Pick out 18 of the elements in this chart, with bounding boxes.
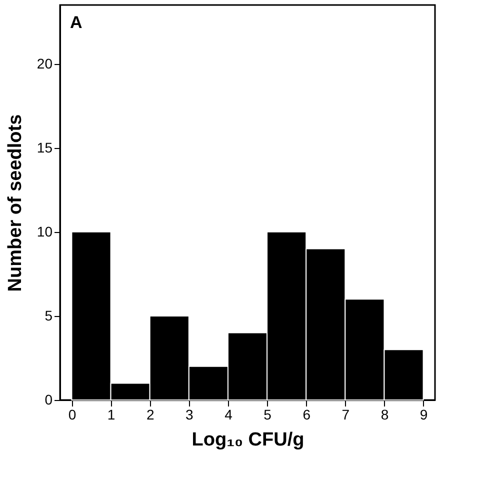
x-axis-title: Log₁₀ CFU/g [192, 430, 304, 450]
x-tick-label: 6 [302, 406, 311, 422]
y-tick-label: 20 [36, 55, 53, 72]
x-tick-label: 2 [146, 406, 154, 422]
x-tick-label: 8 [380, 406, 389, 422]
x-tick-label: 3 [186, 406, 194, 422]
x-tick-label: 1 [107, 406, 116, 422]
y-tick-label: 10 [36, 223, 53, 240]
x-tick-label: 4 [224, 406, 233, 422]
y-tick-label: 5 [44, 307, 53, 324]
x-tick-label: 5 [264, 406, 272, 422]
annotation: A [70, 13, 82, 32]
y-tick-label: 15 [36, 139, 53, 156]
x-tick-label: 7 [342, 406, 350, 422]
y-axis-title: Number of seedlots [4, 114, 26, 292]
x-tick-label: 0 [68, 406, 76, 422]
x-tick-label: 9 [420, 406, 428, 422]
y-tick-label: 0 [44, 392, 53, 408]
